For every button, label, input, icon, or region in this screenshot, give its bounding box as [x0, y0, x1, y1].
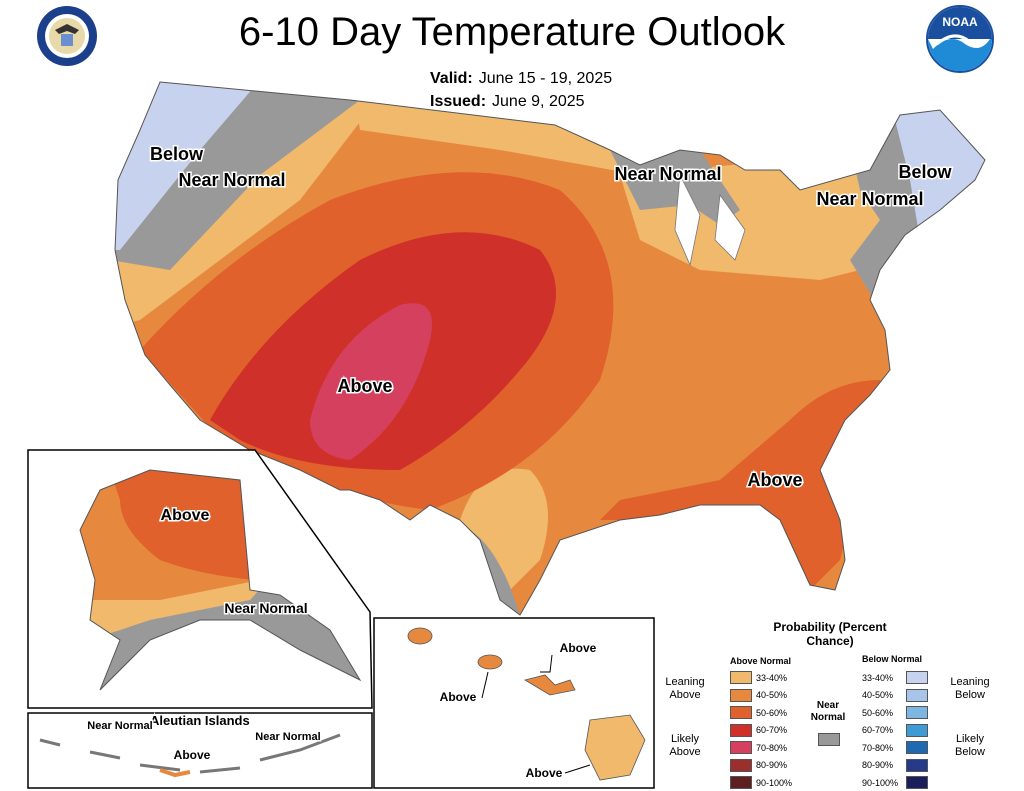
legend-above-header: Above Normal: [730, 656, 792, 666]
label-aleutian-near-normal-w: Near Normal: [87, 720, 152, 732]
legend-below-swatch: [906, 671, 928, 684]
legend-near-normal-swatch: [818, 733, 840, 746]
legend-above-row: 33-40%: [730, 671, 787, 684]
legend-below-range: 60-70%: [862, 725, 894, 735]
legend-above-range: 80-90%: [756, 760, 788, 770]
noaa-logo-text: NOAA: [942, 15, 978, 29]
alaska-outline: [79, 469, 362, 691]
label-aleutian-above: Above: [174, 748, 211, 762]
legend-likely-below: Likely Below: [955, 733, 985, 758]
legend-above-row: 80-90%: [730, 758, 788, 772]
legend-likely-above: Likely Above: [669, 733, 701, 758]
legend-below-swatch: [906, 706, 928, 719]
legend-near-normal-label: Near Normal: [810, 700, 846, 723]
legend-above-row: 90-100%: [730, 776, 792, 789]
big-island-shape: [584, 714, 646, 781]
region-near-normal-gl: [610, 150, 740, 225]
legend-below-swatch: [906, 741, 928, 754]
legend-below-header: Below Normal: [862, 654, 923, 664]
label-hi-above-ne: Above: [560, 641, 597, 655]
label-hi-above-s: Above: [526, 766, 563, 780]
legend-above-swatch: [730, 741, 752, 754]
label-ak-near-normal: Near Normal: [224, 600, 307, 616]
legend-above-range: 70-80%: [756, 742, 788, 753]
label-aleutian-title: Aleutian Islands: [150, 713, 250, 728]
legend-title: Probability (Percent Chance): [773, 620, 887, 648]
legend-below-range: 40-50%: [862, 690, 894, 700]
issued-date: Issued: June 9, 2025: [430, 93, 585, 110]
great-lakes: [674, 173, 746, 267]
legend-above-swatch: [730, 706, 752, 719]
legend-below-row: 70-80%: [862, 741, 928, 754]
legend-above-range: 50-60%: [756, 707, 788, 718]
legend-above-row: 40-50%: [730, 688, 788, 702]
label-near-normal-nw: Near Normal: [178, 170, 285, 190]
kauai-shape: [407, 627, 433, 645]
legend-below-range: 70-80%: [862, 742, 894, 753]
legend-below-row: 40-50%: [862, 688, 928, 702]
legend-above-swatch: [730, 776, 752, 789]
label-ak-above: Above: [161, 507, 210, 524]
legend-above-range: 40-50%: [756, 690, 788, 700]
legend-above-row: 50-60%: [730, 706, 787, 719]
legend-above-swatch: [730, 758, 752, 772]
legend-above-row: 70-80%: [730, 741, 787, 754]
legend-below-range: 50-60%: [862, 707, 894, 718]
legend-below-range: 90-100%: [862, 777, 899, 788]
legend-above-row: 60-70%: [730, 723, 788, 737]
page-title: 6-10 Day Temperature Outlook: [238, 10, 786, 54]
legend-below-range: 80-90%: [862, 760, 894, 770]
legend-above-range: 33-40%: [756, 672, 788, 683]
legend-below-row: 50-60%: [862, 706, 928, 719]
legend-above-swatch: [730, 671, 752, 684]
doc-seal-icon: [37, 6, 97, 66]
legend-below-range: 33-40%: [862, 672, 894, 683]
legend-above-swatch: [730, 723, 752, 737]
legend-below-swatch: [906, 723, 928, 737]
region-above-33-40-texas: [460, 468, 548, 600]
region-above-70-80: [310, 303, 432, 460]
label-below-ne: Below: [898, 162, 952, 182]
ak-above-50-60: [110, 470, 260, 580]
legend-above-range: 90-100%: [756, 777, 793, 788]
noaa-logo-icon: NOAA: [926, 5, 994, 73]
label-near-normal-gl: Near Normal: [614, 164, 721, 184]
label-below-nw: Below: [150, 144, 204, 164]
legend-above-swatch: [730, 688, 752, 702]
region-above-50-60-southeast: [600, 380, 900, 600]
legend-below-row: 90-100%: [862, 776, 928, 789]
aleutian-above-area: [159, 768, 191, 778]
aleutian-inset-frame: [27, 712, 373, 789]
valid-dates: Valid: June 15 - 19, 2025: [430, 70, 613, 87]
aleutian-islands-shape: [39, 733, 341, 774]
oahu-shape: [477, 654, 503, 670]
label-above-se: Above: [747, 470, 802, 490]
hawaii-leader-lines: [481, 654, 591, 774]
legend-below-row: 33-40%: [862, 671, 928, 684]
legend-below-row: 80-90%: [862, 758, 928, 772]
label-hi-above-w: Above: [440, 690, 477, 704]
us-outline: [114, 81, 986, 616]
legend-below-swatch: [906, 776, 928, 789]
legend-above-range: 60-70%: [756, 725, 788, 735]
legend-below-swatch: [906, 688, 928, 702]
label-aleutian-near-normal-e: Near Normal: [255, 731, 320, 743]
label-near-normal-ne: Near Normal: [816, 189, 923, 209]
legend-leaning-above: Leaning Above: [665, 676, 705, 701]
label-above-sw: Above: [337, 376, 392, 396]
maui-shape: [523, 674, 576, 696]
legend-leaning-below: Leaning Below: [950, 676, 990, 701]
legend-below-row: 60-70%: [862, 723, 928, 737]
legend-below-swatch: [906, 758, 928, 772]
